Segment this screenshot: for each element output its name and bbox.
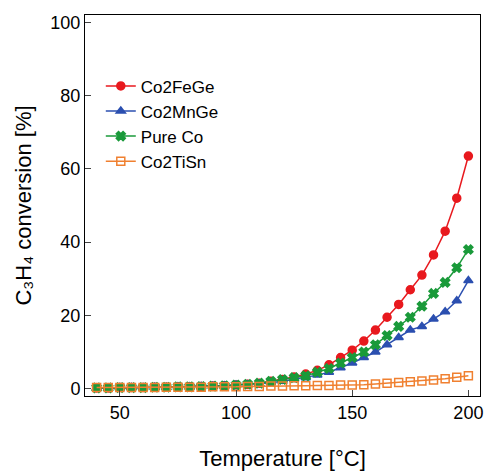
svg-text:80: 80 <box>60 86 80 106</box>
svg-text:0: 0 <box>70 379 80 399</box>
svg-text:Co2MnGe: Co2MnGe <box>141 103 218 122</box>
svg-text:150: 150 <box>337 403 367 423</box>
svg-text:50: 50 <box>110 403 130 423</box>
svg-text:200: 200 <box>453 403 483 423</box>
svg-text:C₃H₄ conversion [%]: C₃H₄ conversion [%] <box>11 105 36 305</box>
svg-text:Pure Co: Pure Co <box>141 128 203 147</box>
svg-text:40: 40 <box>60 232 80 252</box>
svg-text:100: 100 <box>221 403 251 423</box>
svg-text:60: 60 <box>60 159 80 179</box>
svg-text:20: 20 <box>60 306 80 326</box>
svg-text:100: 100 <box>50 13 80 33</box>
svg-text:Temperature [°C]: Temperature [°C] <box>199 446 366 471</box>
svg-text:Co2TiSn: Co2TiSn <box>141 153 207 172</box>
svg-text:Co2FeGe: Co2FeGe <box>141 78 215 97</box>
